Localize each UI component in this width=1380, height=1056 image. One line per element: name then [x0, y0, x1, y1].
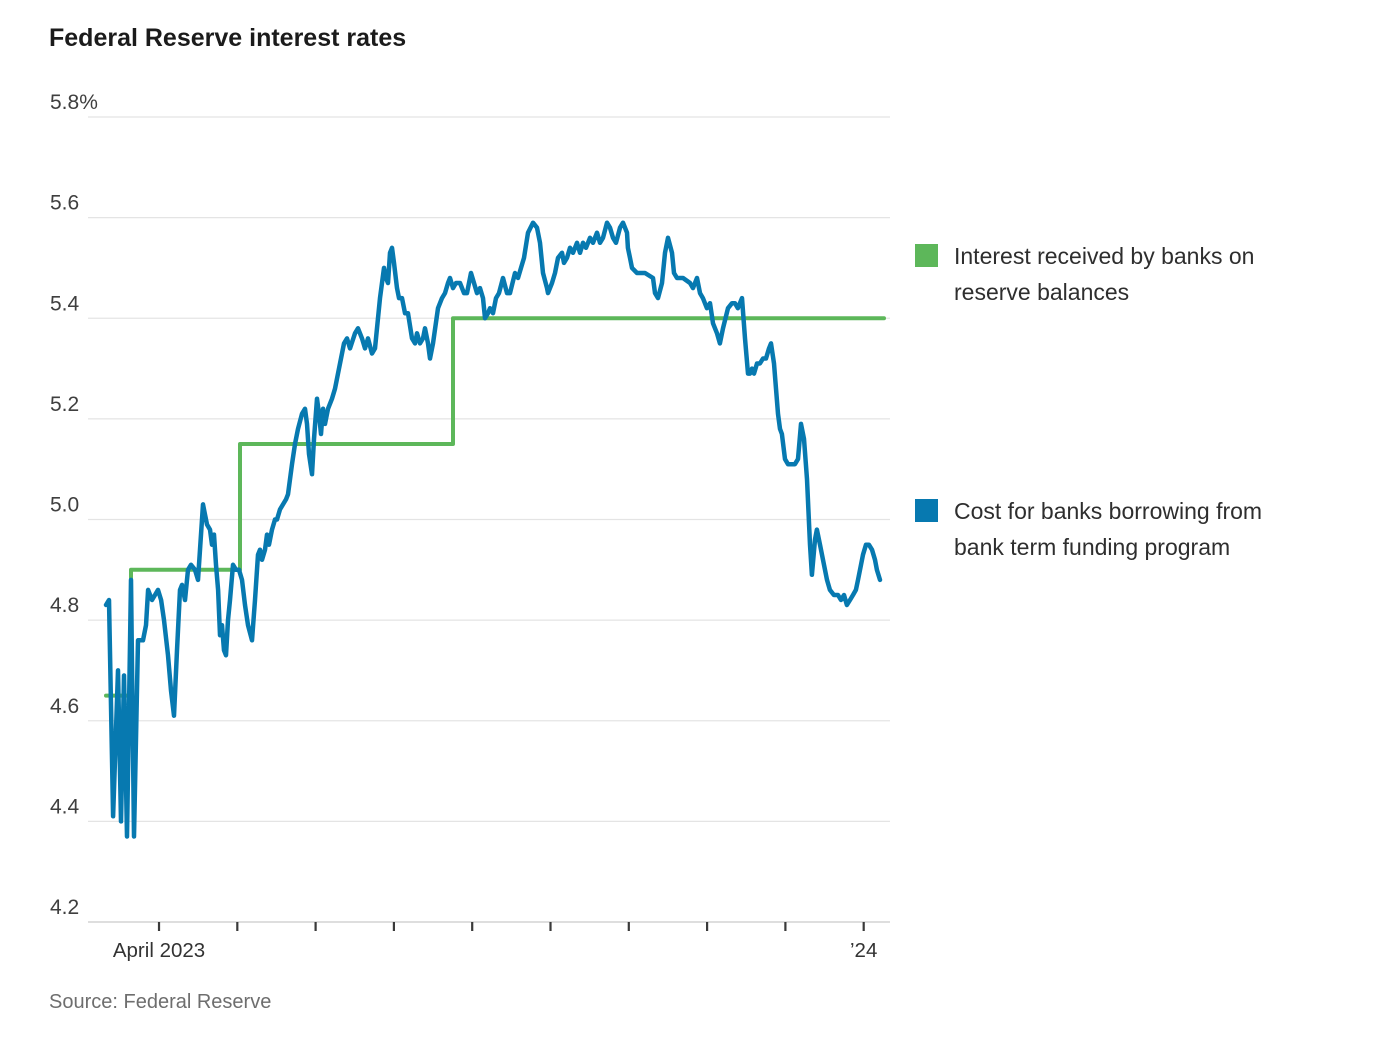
legend-label: Interest received by banks on reserve ba… [954, 243, 1255, 305]
svg-text:4.4: 4.4 [50, 795, 80, 818]
svg-text:5.2: 5.2 [50, 393, 79, 416]
source-note: Source: Federal Reserve [49, 991, 272, 1013]
svg-text:5.6: 5.6 [50, 192, 79, 215]
legend-swatch-green [915, 244, 938, 267]
svg-text:4.6: 4.6 [50, 695, 79, 718]
chart-title: Federal Reserve interest rates [49, 24, 407, 52]
legend-item-btfp: Cost for banks borrowing from bank term … [915, 493, 1295, 565]
svg-text:4.8: 4.8 [50, 594, 79, 617]
svg-text:April 2023: April 2023 [113, 939, 205, 962]
svg-text:5.4: 5.4 [50, 292, 80, 315]
legend-item-reserve-balances: Interest received by banks on reserve ba… [915, 238, 1295, 310]
svg-text:4.2: 4.2 [50, 896, 79, 919]
legend-swatch-blue [915, 499, 938, 522]
svg-text:’24: ’24 [850, 939, 877, 962]
legend-label: Cost for banks borrowing from bank term … [954, 498, 1263, 560]
svg-text:5.0: 5.0 [50, 494, 79, 517]
svg-text:5.8%: 5.8% [50, 91, 98, 114]
